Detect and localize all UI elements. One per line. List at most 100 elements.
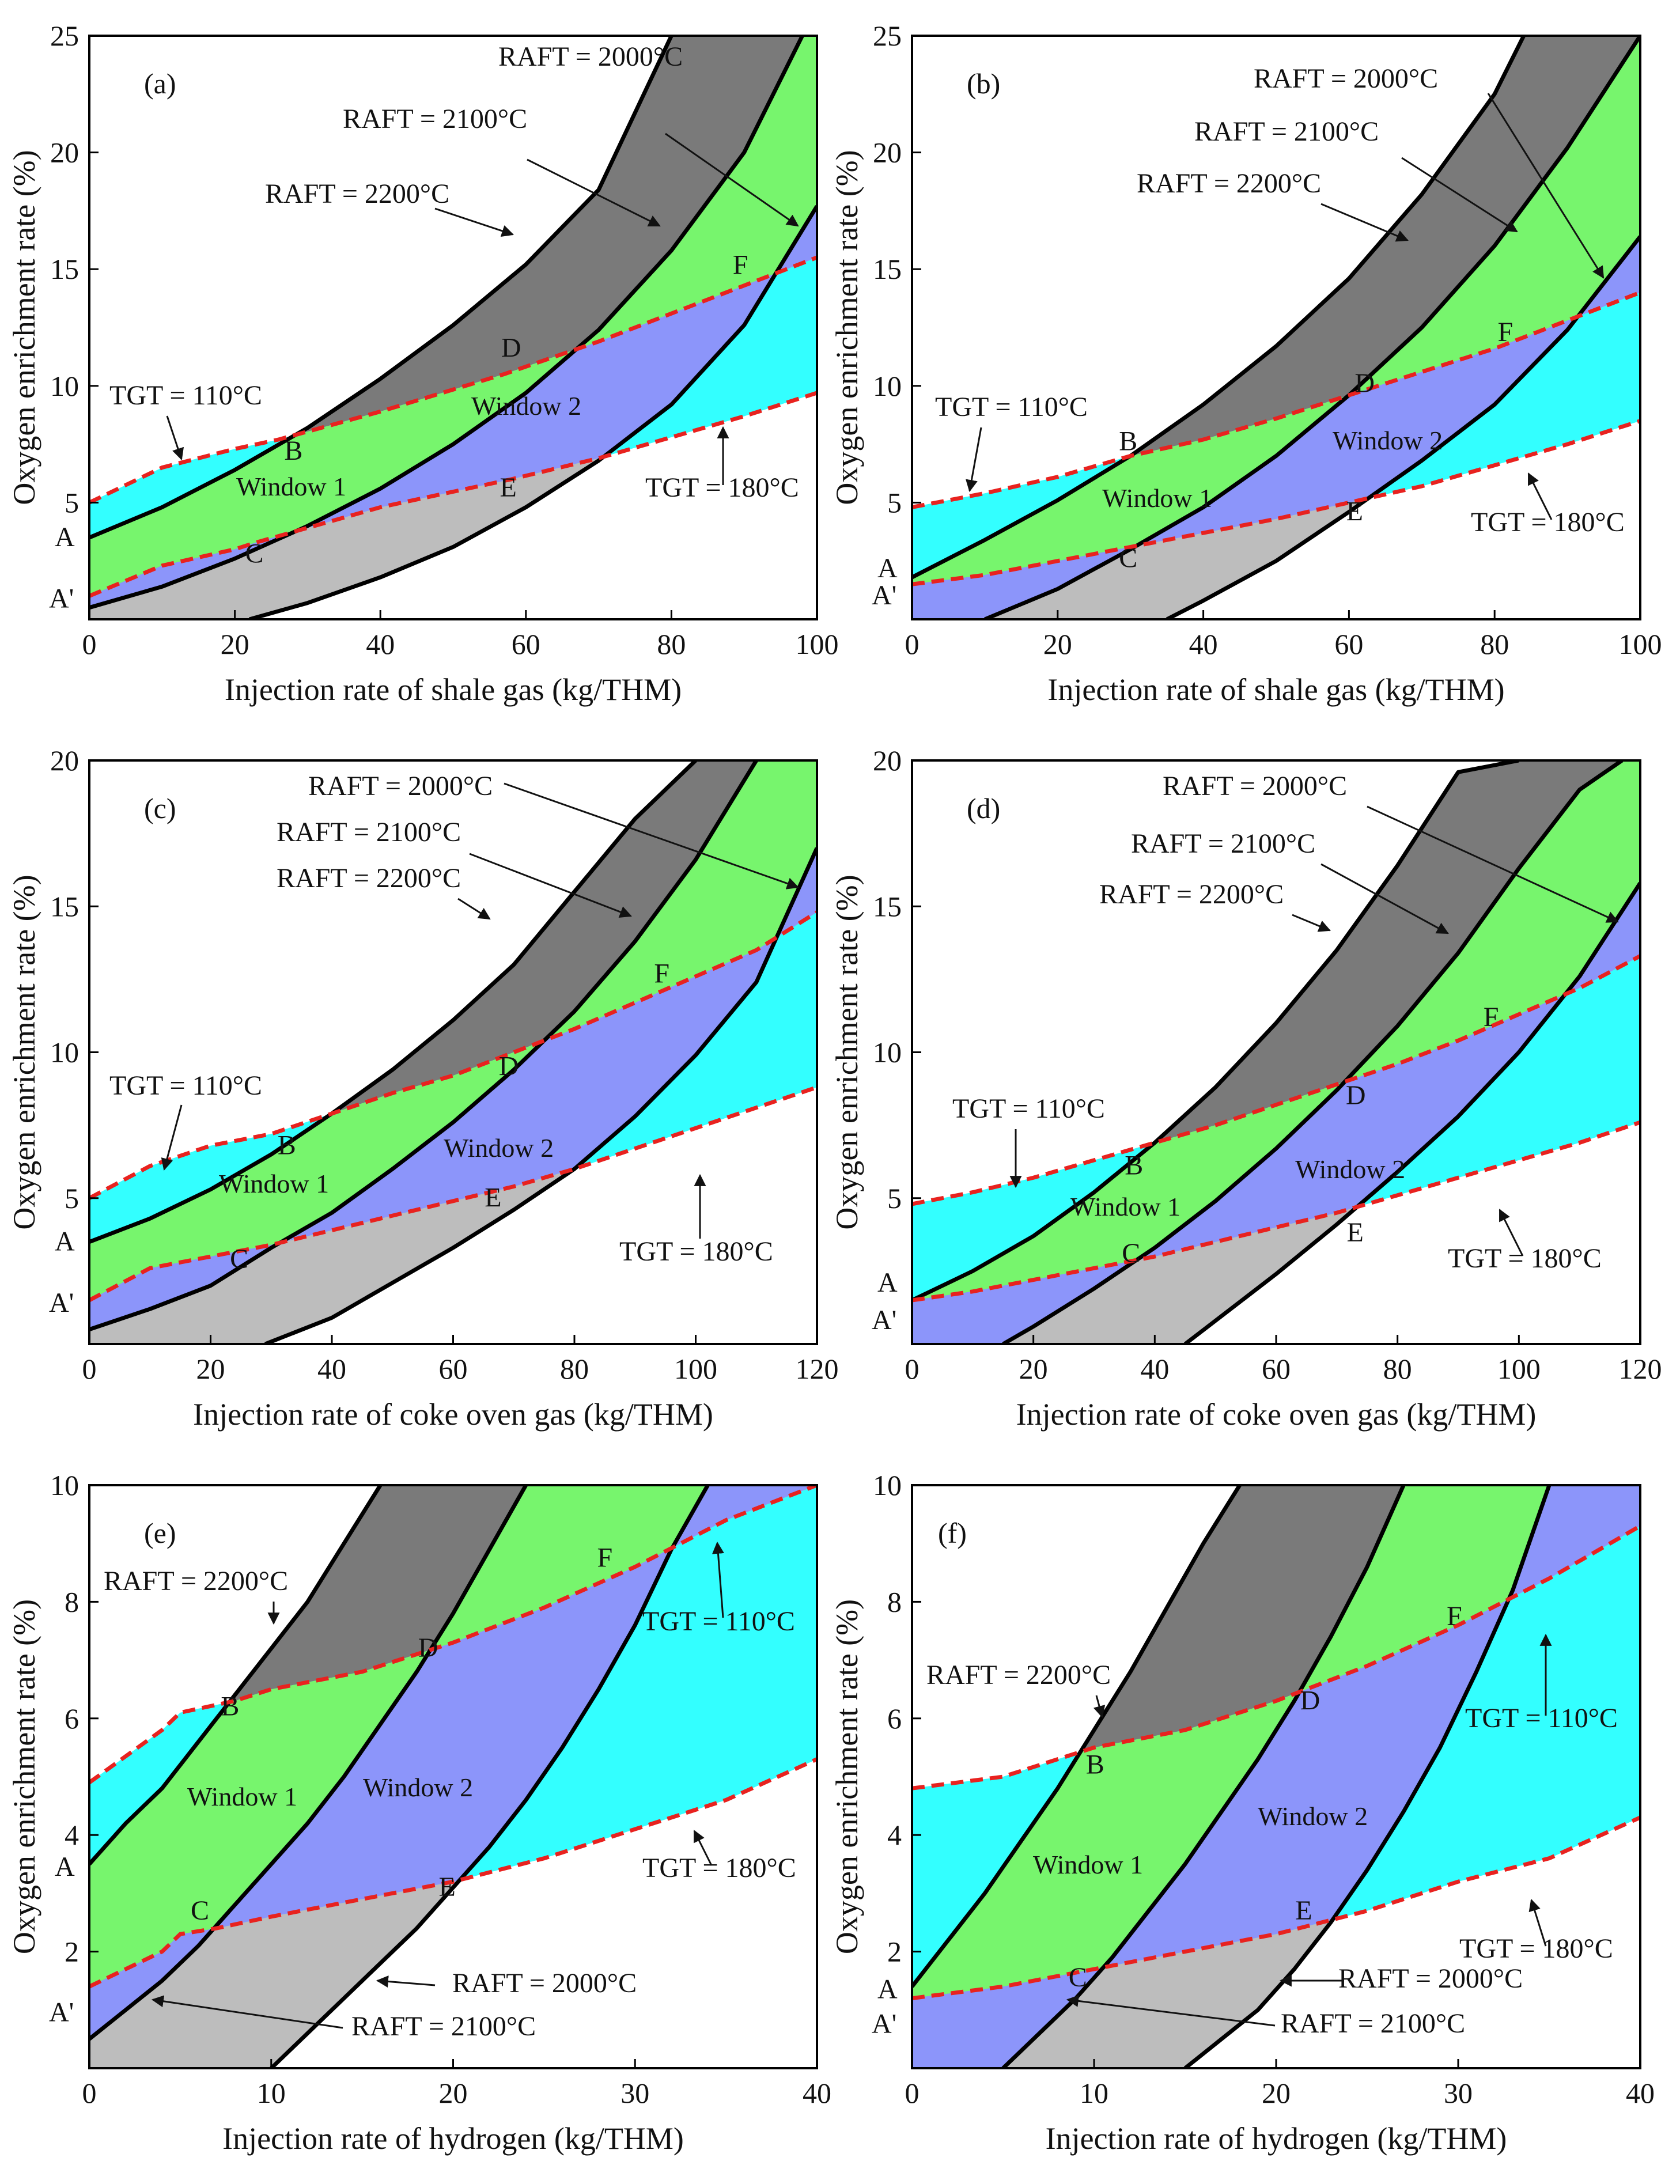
x-axis-title: Injection rate of shale gas (kg/THM) <box>1047 672 1504 707</box>
point-label-b: B <box>1086 1749 1104 1780</box>
window-2-label: Window 2 <box>471 391 581 421</box>
x-tick-label: 40 <box>1189 628 1218 660</box>
x-tick-label: 80 <box>657 628 686 660</box>
x-tick-label: 80 <box>1480 628 1509 660</box>
y-tick-label: 10 <box>50 1469 79 1501</box>
x-tick-label: 120 <box>796 1353 839 1385</box>
point-label-d: D <box>1300 1685 1320 1716</box>
annotation-raft2100c: RAFT = 2100°C <box>1281 2008 1465 2039</box>
y-tick-label: 5 <box>887 1182 902 1214</box>
y-tick-label: 4 <box>887 1819 902 1851</box>
y-axis-title: Oxygen enrichment rate (%) <box>830 875 864 1229</box>
annotation-tgt180c: TGT = 180°C <box>1459 1933 1613 1964</box>
x-tick-label: 0 <box>905 1353 920 1385</box>
x-tick-label: 100 <box>1497 1353 1541 1385</box>
window-2-label: Window 2 <box>1333 426 1443 455</box>
panel-tag: (a) <box>144 67 176 100</box>
annotation-raft2000c: RAFT = 2000°C <box>308 771 493 801</box>
point-label-d: D <box>499 1051 519 1082</box>
annotation-tgt180c: TGT = 180°C <box>642 1853 796 1883</box>
annotation-raft2000c: RAFT = 2000°C <box>498 41 683 72</box>
point-label-c: C <box>1119 543 1137 573</box>
chart-panel-f: 0 10 20 30 40 2 4 6 8 10 Injection rate of hydroge… <box>830 1469 1655 2156</box>
y-tick-label: 5 <box>887 486 902 518</box>
annotation-arrow <box>1401 157 1518 233</box>
point-label-b: B <box>1125 1150 1143 1181</box>
y-tick-label: 20 <box>50 137 79 169</box>
annotation-arrow <box>469 853 632 918</box>
annotation-arrow <box>1527 472 1553 520</box>
annotation-raft2000c: RAFT = 2000°C <box>452 1968 637 1998</box>
y-tick-label: 4 <box>65 1819 79 1851</box>
panel-tag: (b) <box>967 67 1000 100</box>
window-1-label: Window 1 <box>1102 483 1212 513</box>
point-label-f: F <box>1484 1002 1499 1032</box>
point-label-a: A <box>55 1227 75 1257</box>
x-tick-label: 0 <box>82 2077 97 2109</box>
annotation-arrow <box>693 1830 713 1866</box>
curve-180-tgt <box>89 1085 817 1303</box>
y-tick-label: 20 <box>50 744 79 777</box>
annotation-raft2100c: RAFT = 2100°C <box>1131 828 1315 859</box>
x-tick-label: 40 <box>317 1353 346 1385</box>
plot-area <box>912 36 1640 619</box>
point-label-aprime: A' <box>872 2009 896 2039</box>
annotation-arrow <box>1320 203 1409 242</box>
point-label-d: D <box>1346 1080 1366 1111</box>
annotation-arrow <box>1487 93 1605 279</box>
y-tick-label: 15 <box>50 253 79 285</box>
point-label-b: B <box>221 1691 239 1721</box>
y-tick-label: 2 <box>887 1936 902 1968</box>
y-tick-label: 10 <box>50 370 79 402</box>
annotation-arrow <box>1320 863 1449 934</box>
x-tick-label: 80 <box>560 1353 589 1385</box>
window-1-region <box>912 760 1640 1300</box>
x-tick-label: 10 <box>257 2077 286 2109</box>
annotation-arrow <box>527 158 661 227</box>
annotation-arrow <box>966 427 982 493</box>
curve-110-tgt <box>912 954 1640 1206</box>
x-tick-label: 40 <box>1626 2077 1655 2109</box>
window-1-region <box>89 36 817 596</box>
x-tick-label: 20 <box>1019 1353 1048 1385</box>
point-label-c: C <box>191 1895 209 1926</box>
curve-2200-raft <box>912 36 1526 580</box>
y-tick-label: 5 <box>65 1182 79 1214</box>
window-2-label: Window 2 <box>363 1773 473 1802</box>
annotation-raft2000c: RAFT = 2000°C <box>1338 1963 1523 1994</box>
annotation-arrow <box>151 1995 343 2029</box>
annotation-raft2100c: RAFT = 2100°C <box>277 817 461 847</box>
annotation-tgt110c: TGT = 110°C <box>1465 1703 1618 1733</box>
point-label-a: A <box>877 1974 898 2004</box>
curve-2100-raft <box>89 760 758 1332</box>
annotation-arrow <box>457 898 491 920</box>
y-tick-label: 20 <box>873 744 902 777</box>
curve-2000-raft <box>270 1485 710 2068</box>
curve-2100-raft <box>89 1485 528 2041</box>
x-axis-title: Injection rate of coke oven gas (kg/THM) <box>193 1397 713 1432</box>
x-tick-label: 40 <box>1140 1353 1169 1385</box>
plot-area <box>89 1485 817 2068</box>
y-tick-label: 15 <box>50 890 79 922</box>
point-label-e: E <box>1346 496 1363 527</box>
point-label-e: E <box>1295 1895 1312 1926</box>
y-axis-title: Oxygen enrichment rate (%) <box>7 875 41 1229</box>
x-tick-label: 20 <box>1043 628 1072 660</box>
y-tick-label: 6 <box>65 1702 79 1735</box>
curve-110-tgt <box>912 290 1640 509</box>
curve-2100-raft <box>89 36 804 610</box>
curve-180-tgt <box>912 1120 1640 1303</box>
window-1-region <box>912 36 1640 585</box>
y-tick-label: 6 <box>887 1702 902 1735</box>
curve-2000-raft <box>248 205 817 619</box>
window-2-region <box>89 206 817 608</box>
y-tick-label: 15 <box>873 253 902 285</box>
curve-180-tgt <box>912 1815 1640 2001</box>
x-tick-label: 20 <box>196 1353 225 1385</box>
point-label-e: E <box>439 1872 456 1902</box>
annotation-arrow <box>376 1975 436 1988</box>
annotation-raft2200c: RAFT = 2200°C <box>277 863 461 894</box>
annotation-raft2100c: RAFT = 2100°C <box>343 104 527 134</box>
chart-panel-a: 0 20 40 60 80 100 5 10 15 20 25 Injection rate of s… <box>7 20 839 707</box>
